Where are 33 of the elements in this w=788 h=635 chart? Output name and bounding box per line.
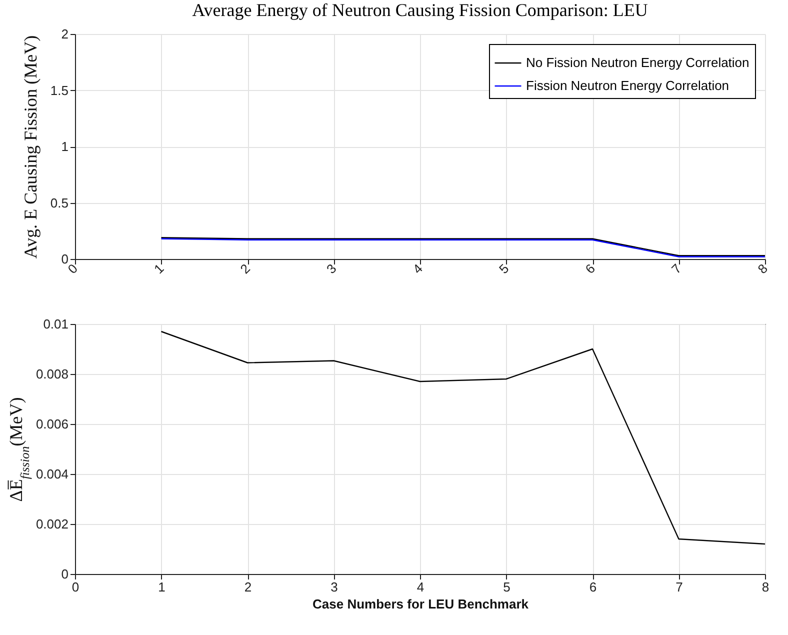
x-tick-label: 5 <box>496 260 512 277</box>
x-tick-label: 6 <box>582 260 598 277</box>
y-tick-label: 1.5 <box>50 82 68 98</box>
x-tick-label: 4 <box>410 260 426 277</box>
x-tick-label: 5 <box>503 580 510 594</box>
x-tick-label: 3 <box>323 260 340 277</box>
x-tick-label: 3 <box>330 580 338 594</box>
y-tick-label: 0.5 <box>50 195 68 210</box>
legend-label: No Fission Neutron Energy Correlation <box>526 55 750 70</box>
line-series <box>160 330 765 545</box>
x-tick-label: 2 <box>237 260 253 277</box>
y-tick-label: 0 <box>61 566 68 582</box>
x-tick-label: 8 <box>762 580 770 594</box>
x-tick-label: 6 <box>589 580 597 594</box>
y-tick-label: 2 <box>61 26 68 42</box>
x-axis-title: Case Numbers for LEU Benchmark <box>312 596 530 612</box>
y-tick-label: 0.002 <box>36 516 68 532</box>
y-tick-label: 0.01 <box>43 316 68 332</box>
y-tick-label: 0.008 <box>36 366 68 382</box>
y-tick-label: 0.004 <box>36 466 68 482</box>
chart-title: Average Energy of Neutron Causing Fission Comparison: LEU <box>192 0 648 20</box>
x-tick-label: 1 <box>150 260 167 277</box>
x-tick-label: 7 <box>676 580 683 594</box>
legend-label: Fission Neutron Energy Correlation <box>526 78 730 93</box>
y-axis-title: Avg. E Causing Fission (MeV) <box>20 35 40 259</box>
x-tick-label: 1 <box>158 580 166 594</box>
x-tick-label: 7 <box>668 260 684 277</box>
y-tick-label: 1 <box>61 139 68 154</box>
x-tick-label: 2 <box>244 580 252 594</box>
x-tick-label: 8 <box>754 260 770 277</box>
x-tick-label: 0 <box>72 580 80 594</box>
x-tick-label: 4 <box>416 580 424 594</box>
y-tick-label: 0.006 <box>36 416 68 432</box>
